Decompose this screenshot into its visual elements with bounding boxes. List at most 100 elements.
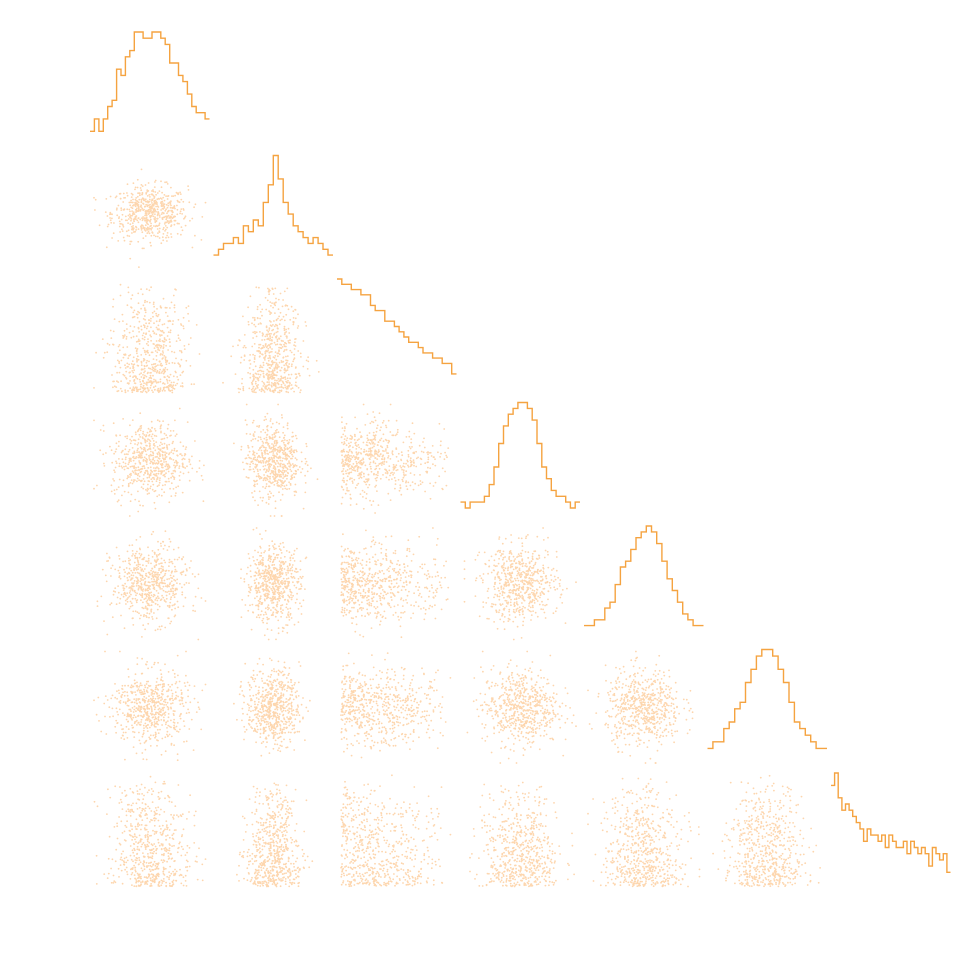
- scatter-point: [385, 426, 388, 429]
- scatter-point: [341, 486, 343, 489]
- scatter-point: [121, 484, 124, 487]
- scatter-point: [105, 198, 108, 200]
- scatter-point: [126, 382, 129, 384]
- scatter-point: [250, 388, 253, 391]
- scatter-point: [130, 206, 133, 209]
- scatter-point: [266, 478, 269, 481]
- scatter-point: [159, 477, 161, 479]
- scatter-point: [182, 570, 185, 573]
- scatter-point: [173, 449, 176, 452]
- scatter-point: [150, 608, 153, 611]
- scatter-point: [108, 556, 111, 559]
- scatter-point: [150, 339, 153, 342]
- scatter-point: [111, 374, 113, 376]
- scatter-point: [155, 210, 157, 213]
- scatter-point: [136, 178, 139, 181]
- scatter-point: [132, 204, 135, 206]
- scatter-point: [124, 582, 126, 585]
- scatter-point: [144, 205, 146, 208]
- scatter-point: [182, 472, 185, 475]
- scatter-point: [144, 230, 147, 232]
- scatter-point: [109, 213, 111, 216]
- scatter-point: [129, 457, 132, 460]
- scatter-point: [233, 442, 235, 445]
- scatter-point: [267, 604, 270, 606]
- scatter-point: [242, 387, 245, 390]
- scatter-point: [113, 222, 115, 224]
- scatter-point: [150, 569, 153, 572]
- scatter-point: [284, 448, 286, 450]
- scatter-point: [274, 355, 277, 357]
- scatter-point: [257, 589, 260, 592]
- scatter-point: [137, 466, 140, 469]
- scatter-point: [254, 587, 257, 590]
- scatter-point: [405, 480, 408, 483]
- scatter-point: [264, 550, 266, 552]
- scatter-point: [118, 225, 121, 228]
- scatter-point: [128, 363, 131, 366]
- scatter-point: [276, 601, 279, 603]
- scatter-point: [153, 428, 156, 430]
- scatter-point: [252, 556, 255, 558]
- scatter-point: [425, 470, 428, 473]
- scatter-point: [147, 593, 150, 596]
- scatter-point: [150, 209, 152, 212]
- scatter-point: [267, 377, 270, 380]
- scatter-point: [123, 465, 125, 468]
- scatter-point: [264, 351, 267, 353]
- scatter-point: [166, 198, 169, 200]
- scatter-point: [386, 444, 389, 447]
- scatter-point: [165, 460, 168, 463]
- scatter-point: [278, 545, 280, 548]
- scatter-point: [159, 470, 162, 472]
- scatter-point: [434, 481, 437, 484]
- scatter-point: [289, 452, 292, 455]
- scatter-point: [289, 612, 292, 615]
- scatter-point: [374, 457, 377, 459]
- scatter-point: [249, 564, 252, 567]
- scatter-point: [126, 550, 129, 553]
- scatter-point: [168, 606, 171, 609]
- scatter-point: [295, 449, 297, 451]
- scatter-point: [268, 565, 270, 568]
- scatter-point: [177, 485, 180, 488]
- scatter-point: [150, 578, 153, 580]
- scatter-point: [261, 440, 264, 443]
- scatter-point: [156, 192, 159, 194]
- scatter-point: [286, 377, 289, 380]
- scatter-point: [118, 465, 121, 468]
- scatter-point: [240, 448, 243, 451]
- scatter-point: [385, 593, 388, 596]
- scatter-point: [288, 363, 291, 365]
- scatter-point: [136, 352, 138, 355]
- scatter-point: [299, 352, 302, 355]
- scatter-point: [372, 438, 375, 441]
- scatter-point: [351, 456, 354, 459]
- scatter-point: [204, 201, 207, 204]
- scatter-point: [154, 462, 157, 465]
- scatter-point: [146, 386, 149, 389]
- scatter-point: [162, 202, 164, 205]
- scatter-point: [143, 377, 146, 379]
- scatter-point: [128, 544, 131, 547]
- scatter-point: [166, 368, 169, 371]
- scatter-point: [158, 190, 161, 193]
- scatter-point: [283, 555, 286, 558]
- scatter-point: [118, 220, 121, 223]
- scatter-point: [250, 439, 253, 442]
- scatter-point: [401, 478, 404, 481]
- scatter-point: [280, 486, 282, 488]
- scatter-point: [155, 382, 158, 384]
- scatter-point: [295, 586, 298, 589]
- scatter-point: [248, 468, 251, 471]
- scatter-point: [288, 481, 290, 484]
- scatter-point: [188, 461, 191, 463]
- scatter-point: [440, 440, 442, 443]
- scatter-point: [274, 312, 276, 314]
- scatter-point: [124, 435, 127, 438]
- scatter-point: [282, 587, 285, 590]
- scatter-point: [377, 449, 380, 451]
- scatter-point: [168, 341, 171, 343]
- scatter-point: [166, 584, 169, 587]
